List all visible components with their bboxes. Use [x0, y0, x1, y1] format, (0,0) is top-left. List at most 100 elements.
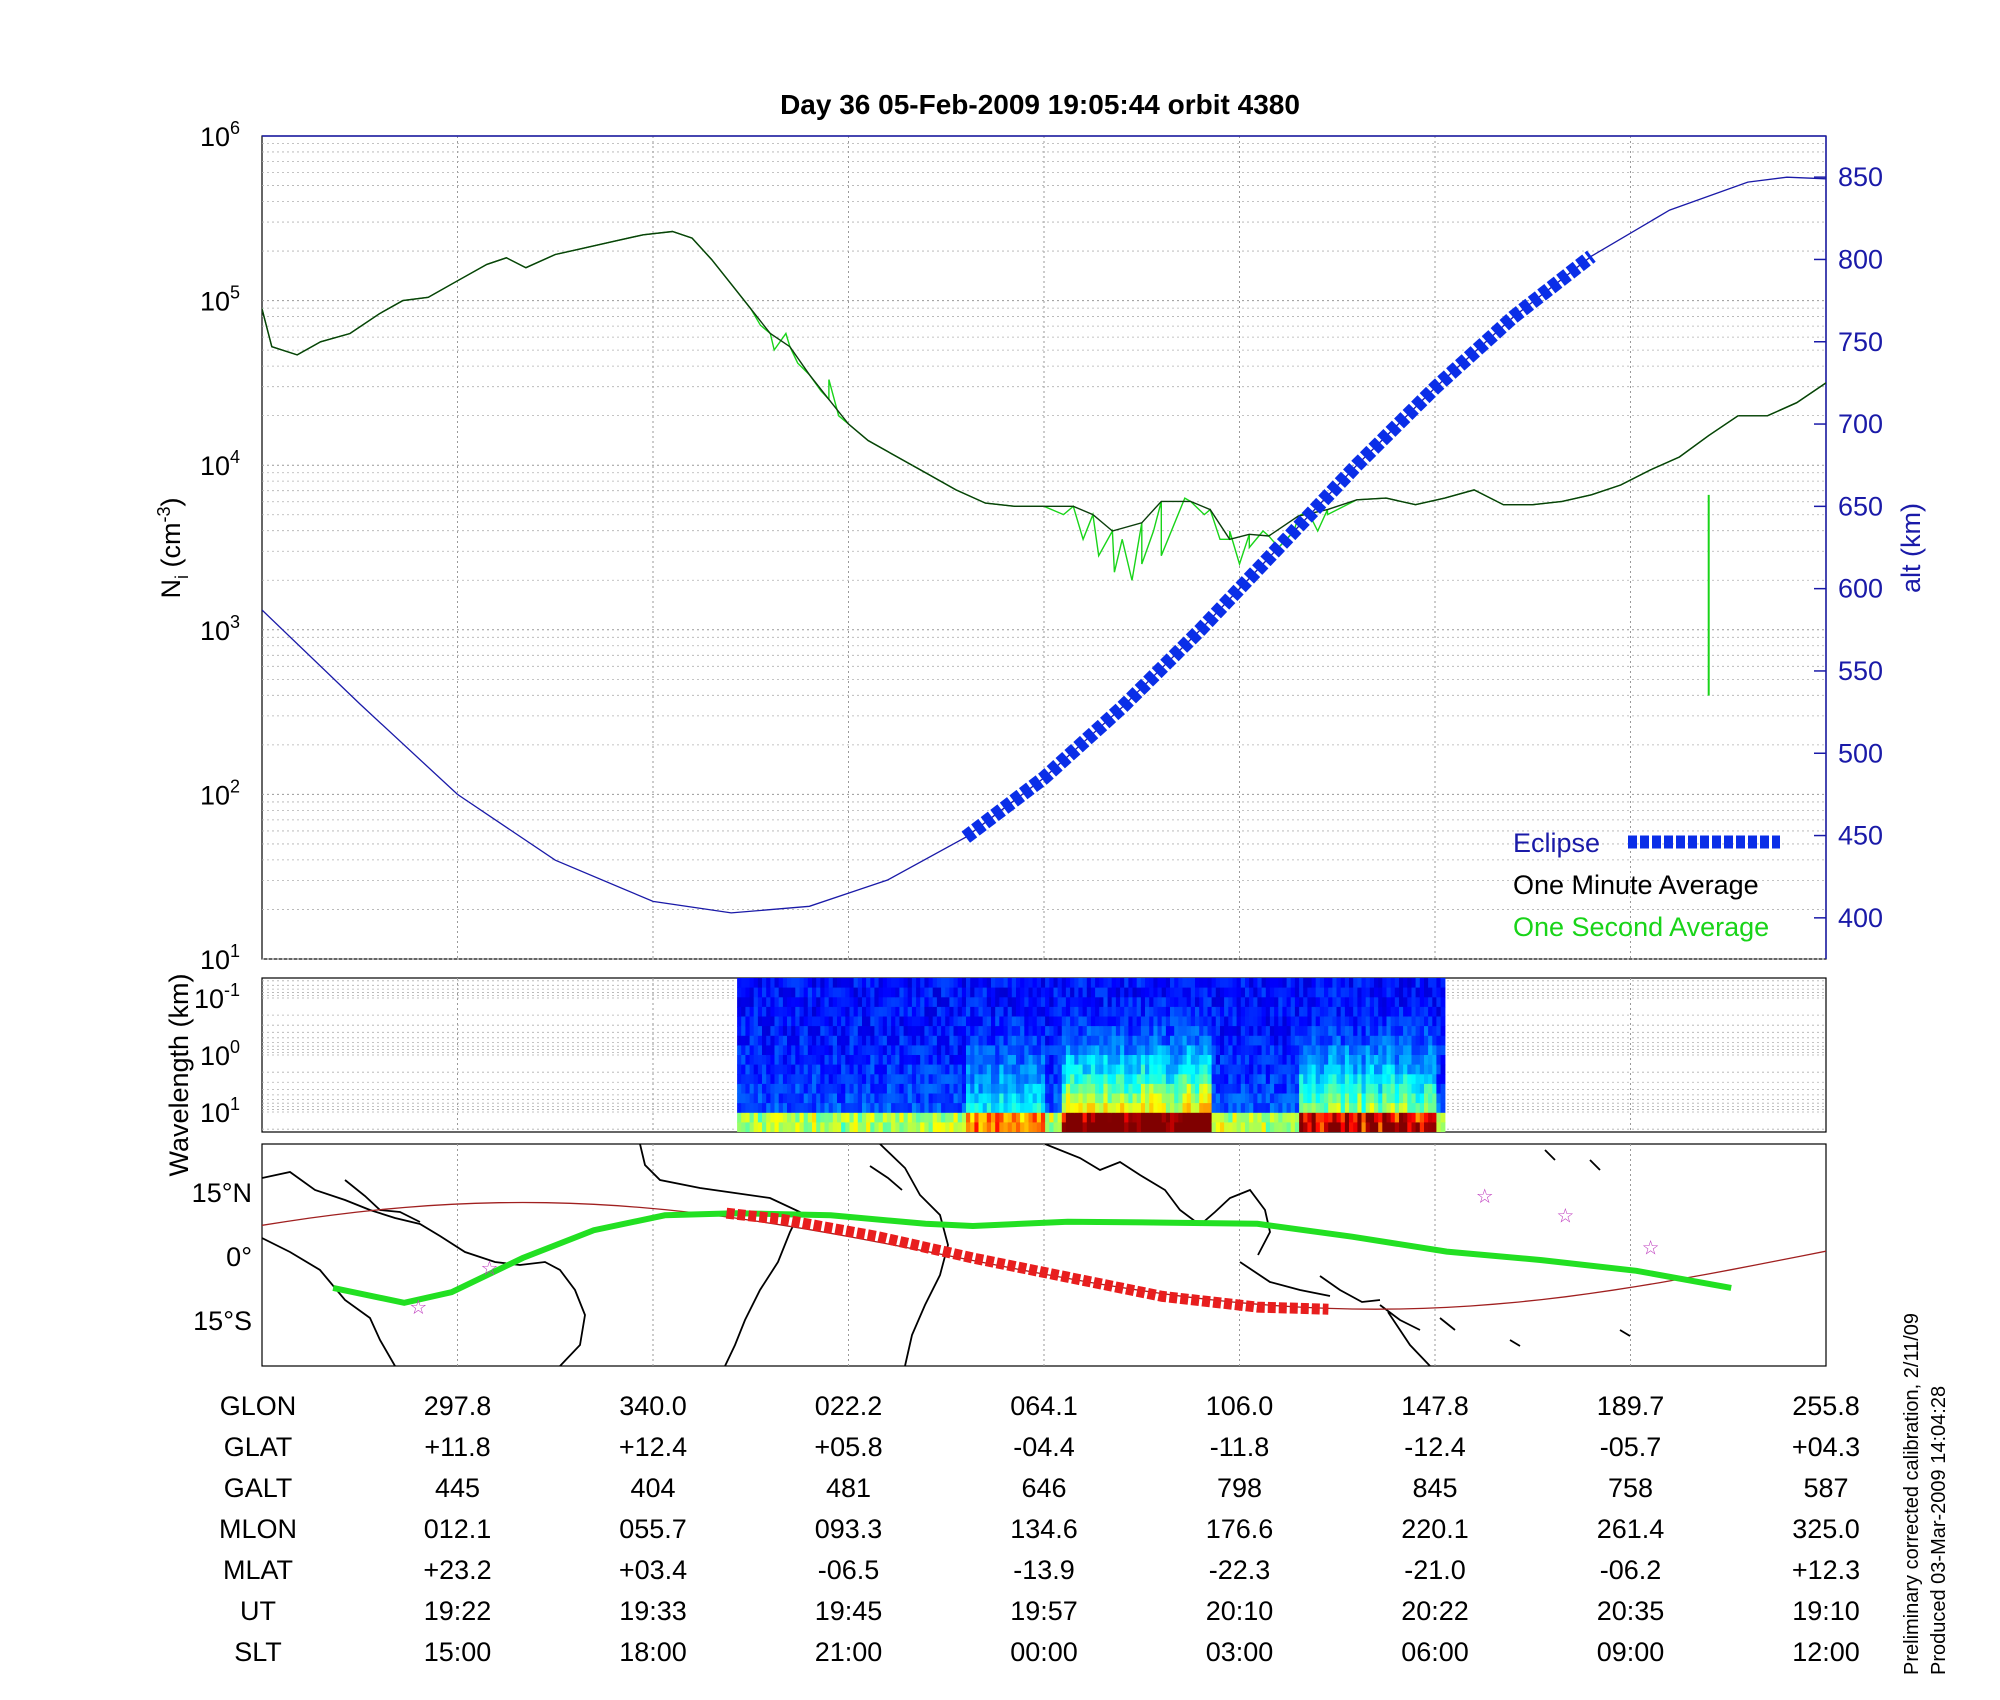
spectrogram-cell — [991, 1083, 996, 1095]
ground-track-eclipse-segment — [725, 1207, 1329, 1315]
spectrogram-cell — [1207, 1112, 1213, 1123]
spectrogram-cell — [1157, 1122, 1163, 1132]
spectrogram-cell — [974, 1055, 980, 1066]
altitude-ylabel: alt (km) — [1896, 503, 1926, 593]
spectrogram-cell — [907, 1103, 913, 1114]
spectrogram-cell — [1053, 1103, 1059, 1114]
spectrogram-cell — [837, 1112, 842, 1123]
spectrogram-cell — [1386, 978, 1392, 989]
spectrogram-cell — [1390, 1006, 1396, 1018]
spectrogram-cell — [1007, 1016, 1013, 1027]
spectrogram-cell — [741, 1083, 746, 1095]
spectrogram-cell — [757, 1112, 763, 1123]
spectrogram-cell — [828, 1026, 834, 1037]
spectrogram-cell — [1115, 1122, 1121, 1132]
spectrogram-cell — [1190, 1026, 1196, 1037]
spectrogram-cell — [1074, 1083, 1080, 1095]
spectrogram-cell — [845, 997, 851, 1008]
spectrogram-cell — [866, 1055, 871, 1066]
spectrogram-cell — [1149, 1006, 1154, 1018]
spectrogram-cell — [816, 1083, 821, 1095]
spectrogram-cell — [1428, 1006, 1433, 1018]
spectrogram-cell — [1065, 1055, 1071, 1066]
spectrogram-cell — [1057, 1026, 1063, 1037]
spectrogram-cell — [949, 1093, 955, 1104]
spectrogram-cell — [1319, 1112, 1325, 1123]
spectrogram-cell — [1045, 1045, 1050, 1056]
spectrogram-cell — [1269, 1064, 1275, 1075]
spectrogram-cell — [1340, 1035, 1346, 1046]
spectrogram-cell — [1411, 1055, 1417, 1066]
spectrogram-cell — [1274, 1055, 1279, 1066]
spectrogram-cell — [1432, 1016, 1438, 1027]
spectrogram-cell — [920, 1093, 925, 1104]
spectrogram-cell — [1403, 1112, 1408, 1123]
spectrogram-cell — [1361, 1064, 1367, 1075]
spectrogram-cell — [1386, 1064, 1392, 1075]
spectrogram-cell — [1082, 1074, 1088, 1085]
spectrogram-cell — [1174, 1103, 1179, 1114]
spectrogram-cell — [845, 1074, 851, 1085]
spectrogram-cell — [1336, 1112, 1342, 1123]
spectrogram-cell — [1253, 1045, 1259, 1056]
spectrogram-cell — [787, 978, 792, 989]
spectrogram-cell — [762, 1083, 767, 1095]
spectrogram-cell — [1161, 997, 1167, 1008]
spectrogram-cell — [874, 1064, 880, 1075]
spectrogram-cell — [1065, 1112, 1071, 1123]
spectrogram-cell — [1236, 1045, 1242, 1056]
spectrogram-cell — [1149, 1055, 1154, 1066]
spectrogram-cell — [945, 1035, 950, 1046]
spectrogram-cell — [741, 1045, 746, 1056]
spectrogram-cell — [807, 1035, 813, 1046]
spectrogram-cell — [949, 1103, 955, 1114]
spectrogram-cell — [857, 987, 863, 998]
spectrogram-cell — [995, 1006, 1000, 1018]
spectrogram-cell — [849, 1122, 855, 1132]
spectrogram-cell — [970, 1122, 975, 1132]
spectrogram-cell — [1140, 1074, 1146, 1085]
spectrogram-cell — [1436, 1026, 1442, 1037]
spectrogram-cell — [1065, 1122, 1071, 1132]
spectrogram-cell — [1290, 1026, 1296, 1037]
spectrogram-cell — [1303, 1122, 1308, 1132]
spectrogram-cell — [953, 978, 959, 989]
spectrogram-cell — [1128, 987, 1134, 998]
spectrogram-cell — [1428, 1074, 1433, 1085]
spectrogram-cell — [1378, 1026, 1383, 1037]
spectrogram-cell — [957, 1093, 963, 1104]
spectrogram-cell — [1282, 1055, 1288, 1066]
spectrogram-cell — [1240, 1093, 1246, 1104]
spectrogram-cell — [949, 1045, 955, 1056]
spectrogram-cell — [1307, 987, 1313, 998]
spectrogram-ytick-label: 10-1 — [194, 980, 240, 1014]
spectrogram-cell — [1407, 1083, 1413, 1095]
spectrogram-cell — [795, 1026, 801, 1037]
spectrogram-cell — [1278, 1122, 1284, 1132]
spectrogram-cell — [1403, 1103, 1408, 1114]
spectrogram-cell — [845, 1103, 851, 1114]
spectrogram-cell — [978, 1045, 984, 1056]
spectrogram-cell — [1190, 1074, 1196, 1085]
spectrogram-cell — [1349, 1122, 1354, 1132]
spectrogram-cell — [907, 1083, 913, 1095]
spectrogram-cell — [849, 1026, 855, 1037]
spectrogram-cell — [932, 1035, 938, 1046]
spectrogram-cell — [1074, 1045, 1080, 1056]
spectrogram-cell — [982, 1064, 988, 1075]
spectrogram-cell — [762, 1103, 767, 1114]
spectrogram-cell — [911, 1083, 917, 1095]
spectrogram-cell — [1128, 1055, 1134, 1066]
spectrogram-cell — [1261, 1006, 1267, 1018]
spectrogram-cell — [907, 978, 913, 989]
spectrogram-cell — [1411, 978, 1417, 989]
spectrogram-cell — [1145, 997, 1150, 1008]
spectrogram-cell — [1215, 1035, 1221, 1046]
spectrogram-cell — [1061, 1055, 1067, 1066]
spectrogram-cell — [766, 1035, 771, 1046]
spectrogram-cell — [1407, 987, 1413, 998]
spectrogram-cell — [895, 1026, 901, 1037]
spectrogram-cell — [1382, 1035, 1388, 1046]
spectrogram-cell — [787, 1083, 792, 1095]
spectrogram-cell — [995, 1122, 1000, 1132]
